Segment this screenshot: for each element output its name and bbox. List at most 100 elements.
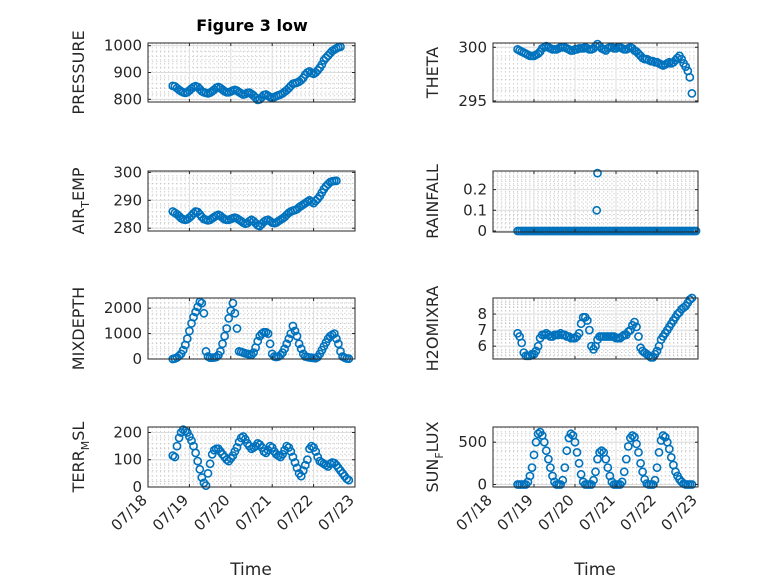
data-point bbox=[658, 431, 668, 440]
data-point bbox=[593, 168, 602, 178]
y-tick-label: 2000 bbox=[104, 299, 142, 317]
data-point bbox=[286, 447, 296, 456]
data-point bbox=[527, 463, 537, 472]
data-point bbox=[671, 467, 680, 477]
data-point bbox=[203, 468, 213, 478]
axes-frame bbox=[147, 426, 356, 488]
data-point bbox=[595, 447, 604, 457]
data-point bbox=[170, 452, 180, 462]
data-point bbox=[280, 344, 289, 354]
data-point bbox=[592, 205, 602, 215]
y-axis-label: H2OMIXRA bbox=[423, 286, 442, 372]
data-point bbox=[541, 446, 551, 456]
data-point bbox=[344, 475, 354, 485]
data-point bbox=[544, 454, 553, 464]
data-point bbox=[282, 339, 292, 349]
data-point bbox=[189, 312, 198, 322]
data-point bbox=[587, 480, 596, 489]
x-tick-label: 07/22 bbox=[273, 491, 316, 534]
data-point bbox=[677, 54, 686, 64]
data-point bbox=[673, 53, 682, 63]
data-point bbox=[228, 451, 238, 460]
data-point bbox=[634, 332, 643, 341]
x-tick-label: 07/18 bbox=[453, 491, 496, 534]
data-point bbox=[628, 431, 637, 440]
x-tick-label: 07/19 bbox=[494, 491, 537, 534]
data-point bbox=[517, 338, 527, 348]
data-point bbox=[278, 449, 287, 459]
data-point bbox=[652, 346, 662, 356]
data-point bbox=[317, 60, 327, 69]
data-point bbox=[288, 452, 298, 462]
y-tick-label: 0.2 bbox=[463, 181, 487, 199]
data-point bbox=[574, 328, 584, 338]
data-point bbox=[533, 429, 543, 439]
data-point bbox=[211, 352, 221, 362]
x-tick-label: 07/20 bbox=[190, 491, 233, 534]
data-point bbox=[560, 463, 570, 472]
data-point bbox=[617, 332, 627, 341]
subplot-h2o-mixratio: 678 H2OMIXRA bbox=[423, 286, 699, 372]
y-tick-label: 900 bbox=[113, 64, 142, 82]
data-point bbox=[197, 298, 207, 308]
data-point bbox=[623, 327, 633, 337]
y-tick-label: 7 bbox=[477, 321, 487, 339]
data-point bbox=[570, 437, 580, 447]
subplot-theta: 295 300 THETA bbox=[423, 38, 699, 110]
data-point bbox=[296, 344, 306, 354]
x-tick-label: 07/21 bbox=[576, 491, 619, 534]
x-tick-label: 07/23 bbox=[315, 491, 358, 534]
data-point bbox=[224, 313, 234, 323]
data-point bbox=[585, 325, 594, 335]
data-point bbox=[218, 339, 227, 349]
data-point bbox=[691, 226, 701, 236]
data-point bbox=[292, 331, 302, 341]
figure-title: Figure 3 low bbox=[196, 16, 308, 35]
data-point bbox=[632, 322, 641, 332]
x-tick-label: 07/19 bbox=[149, 491, 192, 534]
x-tick-label: 07/18 bbox=[108, 491, 151, 534]
data-point bbox=[546, 463, 555, 472]
data-point bbox=[556, 480, 565, 489]
data-point bbox=[619, 467, 629, 477]
data-point bbox=[205, 459, 215, 469]
axes-frame bbox=[492, 297, 699, 360]
y-tick-label: 295 bbox=[458, 92, 487, 110]
axes-frame bbox=[492, 426, 699, 488]
y-tick-label: 1000 bbox=[104, 325, 142, 343]
data-point bbox=[687, 89, 697, 98]
x-axis-label-left: Time bbox=[229, 560, 272, 580]
y-tick-label: 500 bbox=[458, 433, 487, 451]
data-point bbox=[232, 324, 242, 333]
data-point bbox=[284, 334, 294, 344]
data-point bbox=[220, 331, 229, 341]
data-point bbox=[685, 295, 695, 304]
axes-frame bbox=[147, 297, 356, 360]
data-point bbox=[681, 62, 691, 71]
data-point bbox=[666, 452, 676, 462]
data-point bbox=[294, 339, 304, 349]
data-point bbox=[685, 72, 695, 82]
data-point bbox=[232, 443, 242, 452]
data-point bbox=[251, 93, 260, 103]
y-tick-label: 100 bbox=[113, 451, 142, 469]
y-axis-label: RAINFALL bbox=[423, 164, 442, 239]
data-point bbox=[228, 298, 238, 308]
x-axis-label-right: Time bbox=[573, 560, 616, 580]
y-tick-label: 6 bbox=[477, 337, 487, 355]
data-point bbox=[207, 449, 217, 459]
axes-frame bbox=[492, 170, 699, 233]
x-tick-label: 07/20 bbox=[535, 491, 578, 534]
y-axis-label: THETA bbox=[423, 47, 442, 99]
y-axis-label: SUNFLUX bbox=[423, 421, 446, 492]
x-tick-label: 07/23 bbox=[658, 491, 701, 534]
data-point bbox=[638, 467, 647, 477]
data-point bbox=[574, 458, 584, 468]
y-tick-label: 300 bbox=[458, 38, 487, 56]
data-point bbox=[525, 471, 535, 481]
data-point bbox=[222, 324, 232, 333]
data-point bbox=[660, 432, 670, 442]
data-point bbox=[589, 475, 598, 485]
